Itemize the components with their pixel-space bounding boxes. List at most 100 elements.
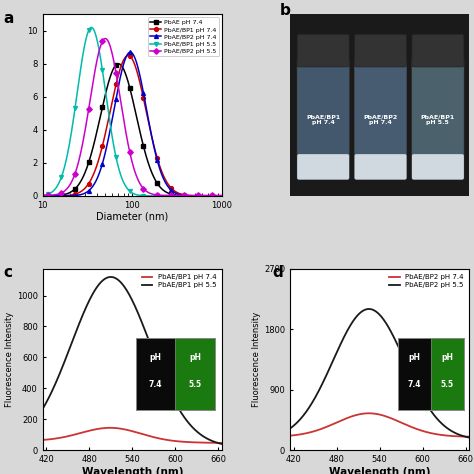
PbAE/BP1 pH 5.5 xyxy=(40,406,46,412)
PbAE/BP1 pH 5.5 xyxy=(98,279,104,285)
PbAE/BP1 pH 7.4 xyxy=(226,193,232,199)
PbAE/BP1 pH 7.4 xyxy=(111,425,117,431)
Text: PbAE/BP2
pH 7.4: PbAE/BP2 pH 7.4 xyxy=(364,114,398,125)
Line: PbAE/BP2 pH 7.4: PbAE/BP2 pH 7.4 xyxy=(32,50,231,198)
FancyBboxPatch shape xyxy=(297,58,349,180)
PbAE/BP2 pH 7.4 xyxy=(125,51,131,57)
PbAE pH 7.4 xyxy=(125,79,131,85)
PbAE/BP2 pH 5.5 xyxy=(103,36,109,41)
FancyBboxPatch shape xyxy=(355,58,407,180)
Line: PbAE/BP1 pH 7.4: PbAE/BP1 pH 7.4 xyxy=(43,428,222,443)
PbAE pH 7.4 xyxy=(31,193,37,199)
PbAE/BP2 pH 5.5 xyxy=(366,306,372,312)
PbAE/BP2 pH 5.5 xyxy=(418,391,424,397)
PbAE/BP2 pH 5.5 xyxy=(358,309,364,315)
PbAE pH 7.4 xyxy=(116,61,121,67)
PbAE pH 7.4 xyxy=(147,166,153,172)
Legend: PbAE pH 7.4, PbAE/BP1 pH 7.4, PbAE/BP2 pH 7.4, PbAE/BP1 pH 5.5, PbAE/BP2 pH 5.5: PbAE pH 7.4, PbAE/BP1 pH 7.4, PbAE/BP2 p… xyxy=(147,18,219,56)
PbAE/BP2 pH 5.5 xyxy=(346,326,351,331)
PbAE pH 7.4 xyxy=(226,193,232,199)
PbAE/BP2 pH 7.4 xyxy=(31,193,37,199)
PbAE/BP1 pH 5.5 xyxy=(31,193,37,199)
Line: PbAE/BP1 pH 7.4: PbAE/BP1 pH 7.4 xyxy=(32,54,231,198)
PbAE/BP1 pH 5.5 xyxy=(125,187,131,192)
PbAE/BP2 pH 5.5 xyxy=(226,192,232,198)
PbAE/BP1 pH 7.4 xyxy=(171,438,176,444)
PbAE/BP2 pH 5.5 xyxy=(124,136,130,141)
PbAE/BP1 pH 5.5 xyxy=(171,396,176,402)
PbAE/BP2 pH 7.4 xyxy=(222,193,228,199)
PbAE/BP1 pH 7.4 xyxy=(170,438,175,444)
Y-axis label: Fluorescence Intensity: Fluorescence Intensity xyxy=(252,312,261,407)
PbAE/BP2 pH 5.5 xyxy=(125,142,131,147)
PbAE/BP2 pH 7.4 xyxy=(418,428,424,433)
PbAE/BP1 pH 7.4 xyxy=(147,128,153,134)
PbAE/BP1 pH 5.5 xyxy=(147,193,153,199)
PbAE/BP2 pH 7.4 xyxy=(401,420,406,426)
PbAE/BP1 pH 7.4 xyxy=(219,440,225,446)
PbAE/BP2 pH 7.4 xyxy=(417,427,423,433)
PbAE/BP2 pH 5.5 xyxy=(191,192,197,198)
Text: PbAE/BP1
pH 7.4: PbAE/BP1 pH 7.4 xyxy=(306,114,340,125)
Y-axis label: Fluorescence Intensity: Fluorescence Intensity xyxy=(5,312,14,407)
FancyBboxPatch shape xyxy=(355,154,407,180)
PbAE/BP2 pH 5.5 xyxy=(147,191,153,196)
PbAE/BP2 pH 7.4 xyxy=(309,429,314,435)
PbAE/BP1 pH 7.4 xyxy=(153,435,159,440)
Text: c: c xyxy=(3,265,12,280)
PbAE/BP2 pH 7.4 xyxy=(137,73,143,78)
PbAE pH 7.4 xyxy=(137,128,143,134)
PbAE/BP2 pH 7.4 xyxy=(346,415,351,420)
PbAE pH 7.4 xyxy=(191,193,197,199)
Line: PbAE/BP2 pH 5.5: PbAE/BP2 pH 5.5 xyxy=(32,36,231,197)
PbAE/BP1 pH 5.5 xyxy=(153,356,159,362)
PbAE/BP1 pH 7.4 xyxy=(137,80,143,85)
FancyBboxPatch shape xyxy=(355,34,407,67)
Text: d: d xyxy=(272,265,283,280)
PbAE/BP1 pH 5.5 xyxy=(108,274,114,280)
PbAE/BP1 pH 7.4 xyxy=(98,426,104,431)
X-axis label: Wavelength (nm): Wavelength (nm) xyxy=(329,467,430,474)
PbAE/BP1 pH 7.4 xyxy=(191,193,197,199)
PbAE/BP2 pH 7.4 xyxy=(287,433,293,438)
PbAE/BP2 pH 7.4 xyxy=(191,193,197,199)
Text: PbAE/BP1
pH 5.5: PbAE/BP1 pH 5.5 xyxy=(421,114,455,125)
FancyBboxPatch shape xyxy=(412,154,464,180)
FancyBboxPatch shape xyxy=(297,34,349,67)
PbAE/BP1 pH 5.5 xyxy=(89,25,94,30)
PbAE/BP2 pH 7.4 xyxy=(466,434,472,439)
PbAE/BP1 pH 7.4 xyxy=(107,425,113,431)
PbAE/BP2 pH 5.5 xyxy=(137,181,143,186)
PbAE/BP2 pH 5.5 xyxy=(222,192,228,198)
PbAE/BP2 pH 5.5 xyxy=(31,192,37,198)
PbAE/BP2 pH 5.5 xyxy=(287,426,293,431)
Text: b: b xyxy=(279,3,290,18)
PbAE/BP2 pH 7.4 xyxy=(226,193,232,199)
X-axis label: Diameter (nm): Diameter (nm) xyxy=(96,211,168,221)
FancyBboxPatch shape xyxy=(297,154,349,180)
PbAE pH 7.4 xyxy=(222,193,228,199)
Line: PbAE/BP1 pH 5.5: PbAE/BP1 pH 5.5 xyxy=(43,277,222,444)
PbAE/BP1 pH 7.4 xyxy=(31,193,37,199)
Legend: PbAE/BP1 pH 7.4, PbAE/BP1 pH 5.5: PbAE/BP1 pH 7.4, PbAE/BP1 pH 5.5 xyxy=(140,272,219,290)
PbAE/BP1 pH 7.4 xyxy=(61,434,67,440)
FancyBboxPatch shape xyxy=(412,34,464,67)
PbAE/BP1 pH 7.4 xyxy=(125,53,131,58)
PbAE/BP1 pH 5.5 xyxy=(191,193,197,199)
Line: PbAE/BP2 pH 7.4: PbAE/BP2 pH 7.4 xyxy=(290,413,469,437)
PbAE/BP2 pH 5.5 xyxy=(309,401,314,407)
PbAE/BP2 pH 7.4 xyxy=(124,53,129,59)
Legend: PbAE/BP2 pH 7.4, PbAE/BP2 pH 5.5: PbAE/BP2 pH 7.4, PbAE/BP2 pH 5.5 xyxy=(387,272,466,290)
FancyBboxPatch shape xyxy=(412,58,464,180)
PbAE/BP1 pH 5.5 xyxy=(124,185,130,191)
PbAE/BP1 pH 5.5 xyxy=(170,394,175,400)
PbAE/BP1 pH 5.5 xyxy=(111,275,117,281)
X-axis label: Wavelength (nm): Wavelength (nm) xyxy=(82,467,183,474)
PbAE/BP2 pH 7.4 xyxy=(147,127,153,133)
PbAE/BP2 pH 5.5 xyxy=(401,355,406,360)
PbAE/BP2 pH 5.5 xyxy=(417,390,423,395)
PbAE/BP1 pH 7.4 xyxy=(125,53,131,58)
PbAE/BP1 pH 5.5 xyxy=(222,193,228,199)
PbAE/BP1 pH 5.5 xyxy=(61,360,67,365)
PbAE/BP1 pH 5.5 xyxy=(219,441,225,447)
